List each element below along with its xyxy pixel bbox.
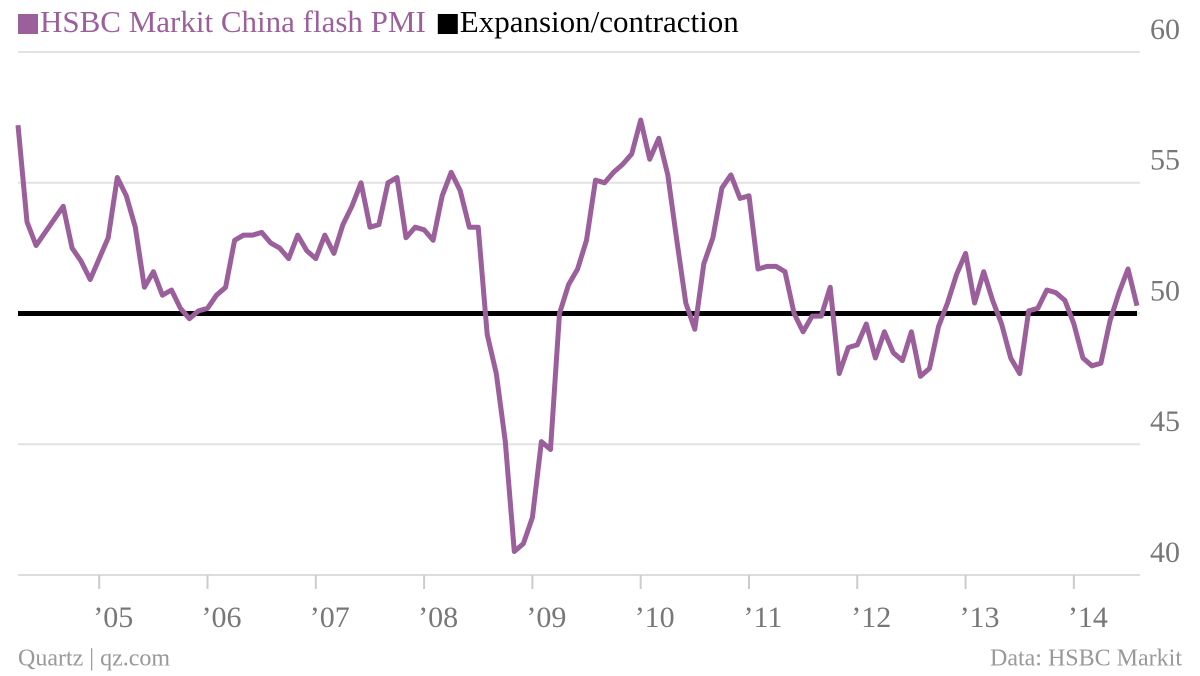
y-tick-label: 50	[1150, 274, 1180, 307]
x-tick-label: ’05	[93, 601, 133, 634]
legend-label: Expansion/contraction	[460, 4, 739, 39]
x-tick-label: ’07	[310, 601, 350, 634]
y-tick-label: 60	[1150, 13, 1180, 46]
series-line	[15, 117, 1140, 554]
x-tick-label: ’13	[960, 601, 1000, 634]
y-tick-label: 45	[1150, 405, 1180, 438]
x-tick-label: ’09	[526, 601, 566, 634]
credit: Quartz | qz.com	[18, 646, 170, 672]
y-tick-label: 55	[1150, 144, 1180, 177]
x-tick-label: ’14	[1068, 601, 1108, 634]
source: Data: HSBC Markit	[990, 646, 1182, 672]
x-tick-label: ’10	[635, 601, 675, 634]
y-tick-label: 40	[1150, 536, 1180, 569]
legend-label: HSBC Markit China flash PMI	[40, 4, 426, 39]
legend-swatch	[18, 14, 38, 34]
legend-swatch	[437, 14, 458, 34]
x-tick-label: ’06	[202, 601, 242, 634]
x-tick-label: ’11	[744, 601, 783, 634]
x-tick-label: ’08	[418, 601, 458, 634]
x-tick-label: ’12	[851, 601, 891, 634]
